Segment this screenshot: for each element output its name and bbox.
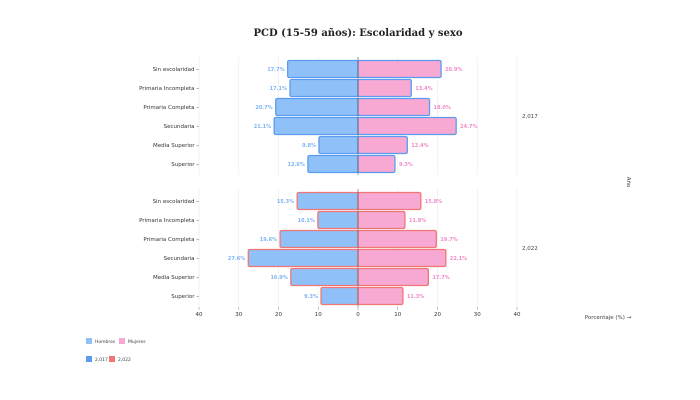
- legend-swatch-2017: [86, 356, 92, 362]
- bar-mujeres: [357, 248, 447, 268]
- facet-label: 2,017: [522, 114, 538, 120]
- facets: Sin escolaridad – 17.7% 20.9% Primaria Inco…: [139, 57, 538, 307]
- x-tick-label: 40: [514, 312, 521, 318]
- category-label: Secundaria –: [164, 256, 200, 262]
- value-label-mujeres: 11.8%: [409, 218, 426, 224]
- category-label: Superior –: [171, 162, 199, 168]
- value-label-mujeres: 24.7%: [460, 124, 477, 130]
- category-label: Media Superior –: [153, 143, 199, 149]
- category-label: Superior –: [171, 294, 199, 300]
- value-label-mujeres: 22.1%: [450, 256, 467, 262]
- value-label-mujeres: 18.0%: [434, 105, 451, 111]
- bar-mujeres: [357, 229, 437, 249]
- bar-mujeres: [357, 154, 396, 174]
- bar-mujeres: [357, 135, 408, 155]
- x-tick-label: 30: [235, 312, 242, 318]
- x-tick-label: 30: [474, 312, 481, 318]
- value-label-hombres: 17.1%: [270, 86, 287, 92]
- value-label-hombres: 9.8%: [302, 143, 316, 149]
- value-label-hombres: 10.1%: [297, 218, 314, 224]
- bar-hombres: [275, 97, 359, 117]
- category-label: Primaria Incompleta –: [139, 218, 199, 224]
- facet-2022: Sin escolaridad – 15.3% 15.8% Primaria Inco…: [139, 189, 538, 307]
- legend-swatch-mujeres: [119, 338, 125, 344]
- facet-label: 2,022: [522, 246, 538, 252]
- x-tick-label: 10: [394, 312, 401, 318]
- bar-hombres: [318, 135, 359, 155]
- value-label-hombres: 9.3%: [304, 294, 318, 300]
- category-label: Sin escolaridad –: [153, 67, 200, 73]
- value-label-hombres: 17.7%: [267, 67, 284, 73]
- facet-2017: Sin escolaridad – 17.7% 20.9% Primaria Inco…: [139, 57, 538, 175]
- x-tick-label: 40: [196, 312, 203, 318]
- category-label: Primaria Completa –: [143, 105, 199, 111]
- x-tick-label: 0: [356, 312, 360, 318]
- legend-label-mujeres: Mujeres: [128, 339, 146, 345]
- category-label: Sin escolaridad –: [153, 199, 200, 205]
- value-label-hombres: 21.1%: [254, 124, 271, 130]
- category-label: Secundaria –: [164, 124, 200, 130]
- bar-hombres: [289, 78, 359, 98]
- bar-hombres: [273, 116, 359, 136]
- bar-mujeres: [357, 286, 404, 306]
- value-label-hombres: 15.3%: [277, 199, 294, 205]
- value-label-mujeres: 15.8%: [425, 199, 442, 205]
- value-label-mujeres: 13.4%: [415, 86, 432, 92]
- legend: Hombres Mujeres 2,017 2,022: [86, 338, 146, 363]
- bar-mujeres: [357, 210, 406, 230]
- value-label-hombres: 27.6%: [228, 256, 245, 262]
- value-label-hombres: 16.9%: [270, 275, 287, 281]
- chart-title: PCD (15-59 años): Escolaridad y sexo: [254, 28, 463, 39]
- x-tick-label: 10: [315, 312, 322, 318]
- x-axis-title: Porcentaje (%) →: [585, 315, 632, 321]
- category-label: Media Superior –: [153, 275, 199, 281]
- value-label-mujeres: 9.3%: [399, 162, 413, 168]
- category-label: Primaria Completa –: [143, 237, 199, 243]
- legend-swatch-hombres: [86, 338, 92, 344]
- legend-label-2017: 2,017: [95, 357, 108, 363]
- value-label-hombres: 19.6%: [260, 237, 277, 243]
- value-label-mujeres: 12.4%: [411, 143, 428, 149]
- bar-hombres: [290, 267, 359, 287]
- facet-axis-title: Año: [625, 177, 631, 188]
- x-tick-label: 20: [275, 312, 282, 318]
- bar-mujeres: [357, 116, 457, 136]
- bar-hombres: [296, 191, 359, 211]
- bar-hombres: [279, 229, 359, 249]
- category-label: Primaria Incompleta –: [139, 86, 199, 92]
- bar-hombres: [307, 154, 359, 174]
- value-label-mujeres: 20.9%: [445, 67, 462, 73]
- legend-swatch-2022: [109, 356, 115, 362]
- bar-mujeres: [357, 191, 422, 211]
- x-axis: 40 30 20 10 0 10 20 30 40: [196, 307, 521, 318]
- bar-hombres: [320, 286, 359, 306]
- bar-hombres: [317, 210, 359, 230]
- bar-hombres: [286, 59, 359, 79]
- legend-label-2022: 2,022: [118, 357, 131, 363]
- bar-mujeres: [357, 97, 431, 117]
- bar-mujeres: [357, 59, 442, 79]
- bar-mujeres: [357, 78, 412, 98]
- value-label-hombres: 12.6%: [288, 162, 305, 168]
- x-tick-label: 20: [434, 312, 441, 318]
- legend-label-hombres: Hombres: [95, 339, 116, 345]
- value-label-mujeres: 19.7%: [440, 237, 457, 243]
- value-label-mujeres: 11.3%: [407, 294, 424, 300]
- bar-mujeres: [357, 267, 430, 287]
- bar-hombres: [247, 248, 359, 268]
- value-label-mujeres: 17.7%: [432, 275, 449, 281]
- value-label-hombres: 20.7%: [255, 105, 272, 111]
